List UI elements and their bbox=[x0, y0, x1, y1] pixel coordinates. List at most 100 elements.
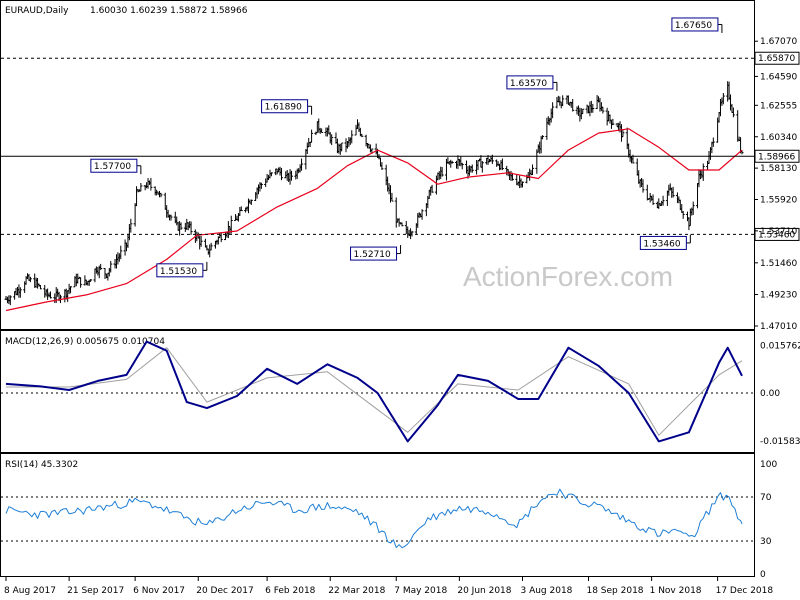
price-panel-ohlc: 1.60030 1.60239 1.58872 1.58966 bbox=[90, 6, 248, 16]
ohlc-bar bbox=[28, 276, 32, 283]
x-axis: 8 Aug 2017 21 Sep 2017 6 Nov 2017 20 Dec 20… bbox=[4, 577, 773, 596]
ohlc-bar bbox=[89, 279, 93, 282]
ohlc-bar bbox=[149, 177, 153, 191]
ohlc-bar bbox=[601, 106, 605, 114]
ohlc-bar bbox=[641, 179, 645, 193]
ohlc-bar bbox=[571, 98, 575, 112]
ohlc-bar bbox=[38, 284, 42, 290]
ohlc-bar bbox=[239, 206, 243, 212]
ohlc-bar bbox=[229, 215, 233, 234]
ohlc-bar bbox=[69, 286, 73, 294]
ohlc-bar bbox=[99, 263, 103, 271]
ohlc-bar bbox=[645, 184, 649, 201]
ohlc-bar bbox=[621, 130, 625, 138]
ohlc-bar bbox=[300, 158, 304, 171]
annotation-label: 1.67650 bbox=[675, 21, 712, 31]
ohlc-bar bbox=[470, 164, 474, 173]
x-tick-label: 1 Nov 2018 bbox=[650, 586, 702, 596]
annotation-box bbox=[156, 263, 204, 278]
ohlc-bar bbox=[310, 129, 314, 143]
ohlc-bar bbox=[119, 245, 123, 260]
ohlc-bar bbox=[390, 192, 394, 202]
ohlc-bar bbox=[611, 118, 615, 126]
ohlc-bar bbox=[535, 149, 539, 174]
ohlc-bar bbox=[133, 203, 137, 227]
x-tick-label: 21 Sep 2017 bbox=[67, 586, 124, 596]
rsi-series bbox=[5, 488, 743, 549]
macd-y-axis: 0.015762 0.00 -0.015834 bbox=[760, 341, 800, 446]
ohlc-bar bbox=[269, 172, 273, 177]
x-tick-label: 6 Feb 2018 bbox=[265, 586, 316, 596]
ohlc-bar bbox=[531, 164, 535, 176]
macd-tick-label: 0.015762 bbox=[760, 341, 800, 351]
ohlc-bar bbox=[380, 162, 384, 170]
ohlc-bar bbox=[340, 142, 344, 152]
ohlc-bar bbox=[430, 184, 434, 193]
ohlc-bar bbox=[199, 235, 203, 247]
ohlc-bar bbox=[731, 107, 735, 118]
ohlc-bar bbox=[139, 183, 143, 192]
ohlc-bar bbox=[394, 197, 398, 228]
ohlc-bar bbox=[541, 135, 545, 140]
ohlc-bar bbox=[681, 210, 685, 219]
annotation-box bbox=[639, 235, 687, 250]
x-tick-label: 18 Sep 2018 bbox=[586, 586, 643, 596]
ohlc-bar bbox=[520, 181, 524, 188]
ohlc-bar bbox=[480, 161, 484, 173]
ohlc-bar bbox=[279, 167, 283, 181]
macd-line bbox=[5, 340, 743, 443]
annotation-label: 1.52710 bbox=[354, 250, 391, 260]
ohlc-bar bbox=[460, 162, 464, 170]
annotation-label: 1.53460 bbox=[643, 239, 680, 249]
price-tick-label: 1.64590 bbox=[760, 72, 797, 82]
price-y-axis: 1.67070 1.64590 1.62555 1.60340 1.58130 1.559… bbox=[754, 37, 797, 332]
rsi-y-axis: 100 70 30 0 bbox=[760, 460, 777, 580]
ohlc-bar bbox=[671, 186, 675, 198]
level-label: 1.58966 bbox=[758, 152, 795, 162]
ohlc-bar bbox=[591, 103, 595, 113]
price-bars bbox=[4, 81, 744, 306]
ohlc-bar bbox=[109, 261, 113, 273]
ohlc-bar bbox=[48, 291, 52, 299]
ohlc-bar bbox=[219, 232, 223, 243]
x-tick-label: 20 Jun 2018 bbox=[457, 586, 511, 596]
ohlc-bar bbox=[79, 277, 83, 288]
level-label-box bbox=[754, 149, 800, 163]
ohlc-bar bbox=[400, 222, 404, 227]
ohlc-bar bbox=[581, 108, 585, 115]
x-tick-label: 8 Aug 2017 bbox=[4, 586, 56, 596]
ohlc-bar bbox=[551, 102, 555, 119]
rsi-tick-label: 70 bbox=[760, 493, 772, 503]
x-tick-label: 6 Nov 2017 bbox=[133, 586, 185, 596]
level-label: 1.53460 bbox=[758, 230, 795, 240]
ohlc-bar bbox=[169, 214, 173, 221]
annotation-box bbox=[350, 246, 398, 261]
level-label-box bbox=[754, 51, 800, 65]
annotation-box bbox=[506, 75, 554, 90]
rsi-line bbox=[5, 488, 743, 549]
ohlc-bar bbox=[360, 133, 364, 138]
price-levels: 1.65870 1.53460 1.58966 bbox=[1, 51, 800, 241]
x-tick-label: 3 Aug 2018 bbox=[520, 586, 572, 596]
ohlc-bar bbox=[701, 163, 705, 181]
x-tick-label: 22 Mar 2018 bbox=[328, 586, 385, 596]
annotation-box bbox=[261, 99, 309, 114]
ohlc-bar bbox=[350, 130, 354, 144]
macd-series bbox=[5, 340, 743, 443]
ohlc-bar bbox=[711, 137, 715, 147]
ohlc-bar bbox=[721, 92, 725, 105]
ohlc-bar bbox=[259, 182, 263, 189]
macd-panel-title: MACD(12,26,9) 0.005675 0.010704 bbox=[5, 337, 165, 347]
ohlc-bar bbox=[209, 242, 213, 251]
annotation-box bbox=[671, 17, 719, 32]
ohlc-bar bbox=[159, 192, 163, 198]
ohlc-bar bbox=[249, 199, 253, 205]
price-tick-label: 1.60340 bbox=[760, 133, 797, 143]
ohlc-bar bbox=[330, 134, 334, 146]
price-tick-label: 1.67070 bbox=[760, 37, 797, 47]
ohlc-bar bbox=[18, 287, 22, 298]
ohlc-bar bbox=[651, 194, 655, 206]
ohlc-bar bbox=[129, 218, 133, 233]
macd-panel-frame bbox=[0, 330, 755, 453]
ohlc-bar bbox=[561, 95, 565, 107]
